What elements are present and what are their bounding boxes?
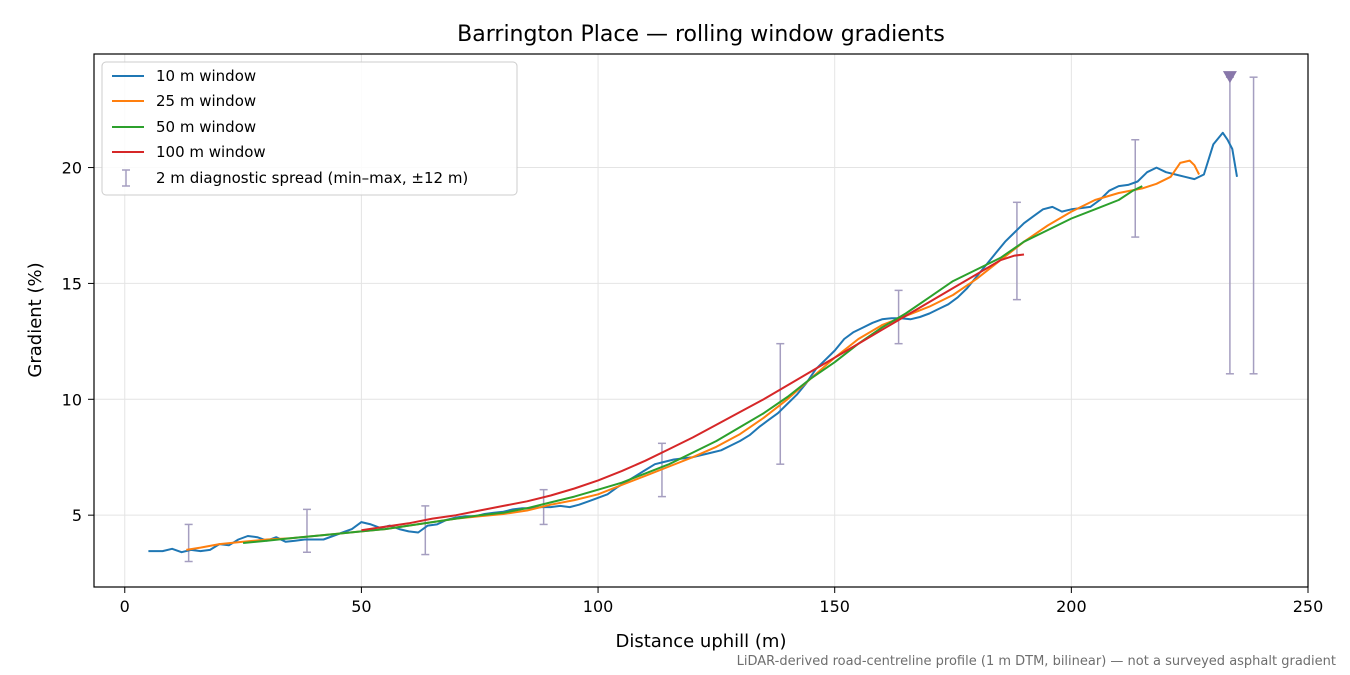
legend-box <box>101 61 518 196</box>
x-tick-label: 0 <box>120 597 130 616</box>
legend-label-50m: 50 m window <box>156 118 256 136</box>
errorbar <box>421 505 430 556</box>
x-tick-label: 50 <box>351 597 371 616</box>
legend-label-errorbars: 2 m diagnostic spread (min–max, ±12 m) <box>156 169 468 187</box>
series-line-50-m-window <box>243 185 1143 544</box>
plot-frame <box>93 53 1309 588</box>
y-axis-label: Gradient (%) <box>25 262 46 377</box>
legend-label-25m: 25 m window <box>156 92 256 110</box>
legend-errorbar-icon <box>122 169 130 187</box>
series-layer <box>148 131 1238 554</box>
x-tick-label: 200 <box>1056 597 1087 616</box>
y-tick-label: 15 <box>62 274 82 293</box>
marker-layer <box>1222 71 1237 84</box>
errorbar <box>1249 76 1258 375</box>
chart-title: Barrington Place — rolling window gradie… <box>457 22 945 47</box>
legend-label-10m: 10 m window <box>156 67 256 85</box>
errorbar <box>1225 76 1234 375</box>
y-tick-label: 10 <box>62 390 82 409</box>
max-marker <box>1222 71 1237 84</box>
y-tick-label: 5 <box>72 506 82 525</box>
x-axis-label: Distance uphill (m) <box>616 631 787 652</box>
x-tick-label: 250 <box>1293 597 1324 616</box>
errorbar <box>1131 138 1140 238</box>
errorbar <box>302 508 311 553</box>
legend: 10 m window 25 m window 50 m window 100 … <box>101 61 518 196</box>
x-tick-label: 150 <box>819 597 850 616</box>
series-line-10-m-window <box>148 131 1238 554</box>
x-tick-label: 100 <box>583 597 614 616</box>
y-tick-label: 20 <box>62 159 82 178</box>
series-line-100-m-window <box>361 253 1025 532</box>
errorbar <box>1012 201 1021 301</box>
footnote: LiDAR-derived road-centreline profile (1… <box>737 654 1336 669</box>
series-line-25-m-window <box>186 159 1200 551</box>
legend-label-100m: 100 m window <box>156 143 266 161</box>
tick-layer: 0 50 100 150 200 250 5 10 15 20 <box>62 159 1324 616</box>
errorbar <box>184 523 193 563</box>
